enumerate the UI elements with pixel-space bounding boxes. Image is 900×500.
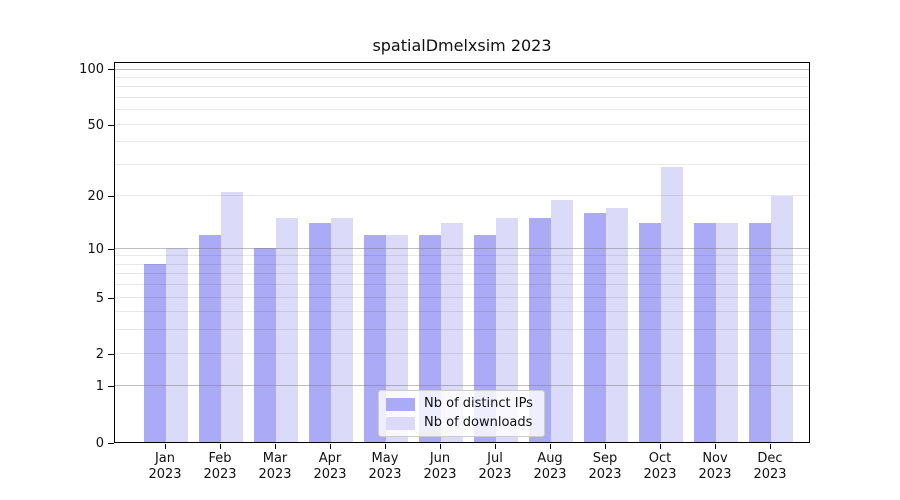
legend-swatch-distinct-ips bbox=[386, 397, 415, 411]
x-tick-mark-jan bbox=[164, 444, 166, 449]
gridline-4 bbox=[115, 311, 809, 313]
gridline-30 bbox=[115, 163, 809, 165]
gridline-40 bbox=[115, 141, 809, 143]
x-tick-mark-nov bbox=[714, 444, 716, 449]
y-tick-label-20: 20 bbox=[87, 189, 104, 205]
chart-title: spatialDmelxsim 2023 bbox=[372, 36, 552, 55]
x-tick-label-jul: Jul 2023 bbox=[478, 451, 512, 482]
bar-downloads-nov bbox=[716, 223, 738, 442]
x-tick-label-oct: Oct 2023 bbox=[643, 451, 677, 482]
bar-distinct-ips-oct bbox=[639, 223, 661, 442]
gridline-6 bbox=[115, 284, 809, 286]
x-tick-label-apr: Apr 2023 bbox=[313, 451, 347, 482]
legend-row-downloads: Nb of downloads bbox=[386, 416, 537, 430]
x-tick-mark-jun bbox=[439, 444, 441, 449]
bar-downloads-aug bbox=[551, 199, 573, 442]
y-tick-mark-50 bbox=[108, 124, 114, 126]
x-tick-label-feb: Feb 2023 bbox=[203, 451, 237, 482]
y-tick-mark-20 bbox=[108, 196, 114, 198]
gridline-3 bbox=[115, 329, 809, 331]
x-tick-mark-feb bbox=[219, 444, 221, 449]
bar-distinct-ips-dec bbox=[749, 223, 771, 442]
gridline-7 bbox=[115, 273, 809, 275]
gridline-9 bbox=[115, 255, 809, 257]
legend-label-distinct-ips: Nb of distinct IPs bbox=[424, 396, 533, 411]
bar-distinct-ips-mar bbox=[254, 248, 276, 442]
x-tick-label-may: May 2023 bbox=[368, 451, 402, 482]
gridline-8 bbox=[115, 263, 809, 265]
y-tick-label-5: 5 bbox=[95, 290, 104, 306]
gridline-60 bbox=[115, 109, 809, 111]
bar-distinct-ips-apr bbox=[309, 223, 331, 442]
x-tick-mark-mar bbox=[274, 444, 276, 449]
legend: Nb of distinct IPs Nb of downloads bbox=[378, 390, 545, 437]
y-tick-label-50: 50 bbox=[87, 117, 104, 133]
y-tick-label-100: 100 bbox=[79, 62, 104, 78]
bar-distinct-ips-jan bbox=[144, 264, 166, 442]
bar-downloads-oct bbox=[661, 167, 683, 442]
bar-downloads-feb bbox=[221, 192, 243, 442]
gridline-70 bbox=[115, 96, 809, 98]
gridline-80 bbox=[115, 86, 809, 88]
x-tick-mark-may bbox=[384, 444, 386, 449]
x-tick-mark-dec bbox=[769, 444, 771, 449]
legend-row-distinct-ips: Nb of distinct IPs bbox=[386, 397, 537, 411]
grid-layer bbox=[115, 63, 809, 442]
gridline-90 bbox=[115, 76, 809, 78]
y-tick-label-1: 1 bbox=[95, 379, 104, 395]
bar-distinct-ips-feb bbox=[199, 234, 221, 442]
y-tick-mark-100 bbox=[108, 69, 114, 71]
gridline-1 bbox=[115, 385, 809, 387]
legend-swatch-downloads bbox=[386, 416, 415, 430]
y-tick-mark-2 bbox=[108, 353, 114, 355]
bar-distinct-ips-nov bbox=[694, 223, 716, 442]
gridline-100 bbox=[115, 68, 809, 70]
gridline-2 bbox=[115, 352, 809, 354]
bar-downloads-sep bbox=[606, 208, 628, 442]
x-tick-mark-oct bbox=[659, 444, 661, 449]
x-tick-label-nov: Nov 2023 bbox=[698, 451, 732, 482]
bar-downloads-jan bbox=[166, 248, 188, 442]
gridline-10 bbox=[115, 247, 809, 249]
y-tick-mark-1 bbox=[108, 386, 114, 388]
gridline-5 bbox=[115, 296, 809, 298]
x-tick-label-sep: Sep 2023 bbox=[588, 451, 622, 482]
x-tick-label-aug: Aug 2023 bbox=[533, 451, 567, 482]
y-tick-mark-10 bbox=[108, 248, 114, 250]
bar-downloads-dec bbox=[771, 195, 793, 442]
x-tick-mark-sep bbox=[604, 444, 606, 449]
y-tick-label-2: 2 bbox=[95, 346, 104, 362]
y-tick-label-10: 10 bbox=[87, 241, 104, 257]
bar-downloads-jun bbox=[441, 223, 463, 442]
x-tick-label-jan: Jan 2023 bbox=[148, 451, 182, 482]
x-tick-mark-apr bbox=[329, 444, 331, 449]
plot-area bbox=[114, 62, 810, 443]
gridline-20 bbox=[115, 195, 809, 197]
y-tick-label-0: 0 bbox=[95, 435, 104, 451]
y-tick-mark-5 bbox=[108, 297, 114, 299]
x-tick-mark-jul bbox=[494, 444, 496, 449]
gridline-50 bbox=[115, 123, 809, 125]
bar-distinct-ips-sep bbox=[584, 213, 606, 442]
x-tick-mark-aug bbox=[549, 444, 551, 449]
legend-label-downloads: Nb of downloads bbox=[424, 415, 533, 430]
y-tick-mark-0 bbox=[108, 442, 114, 444]
x-tick-label-mar: Mar 2023 bbox=[258, 451, 292, 482]
x-tick-label-dec: Dec 2023 bbox=[753, 451, 787, 482]
x-tick-label-jun: Jun 2023 bbox=[423, 451, 457, 482]
